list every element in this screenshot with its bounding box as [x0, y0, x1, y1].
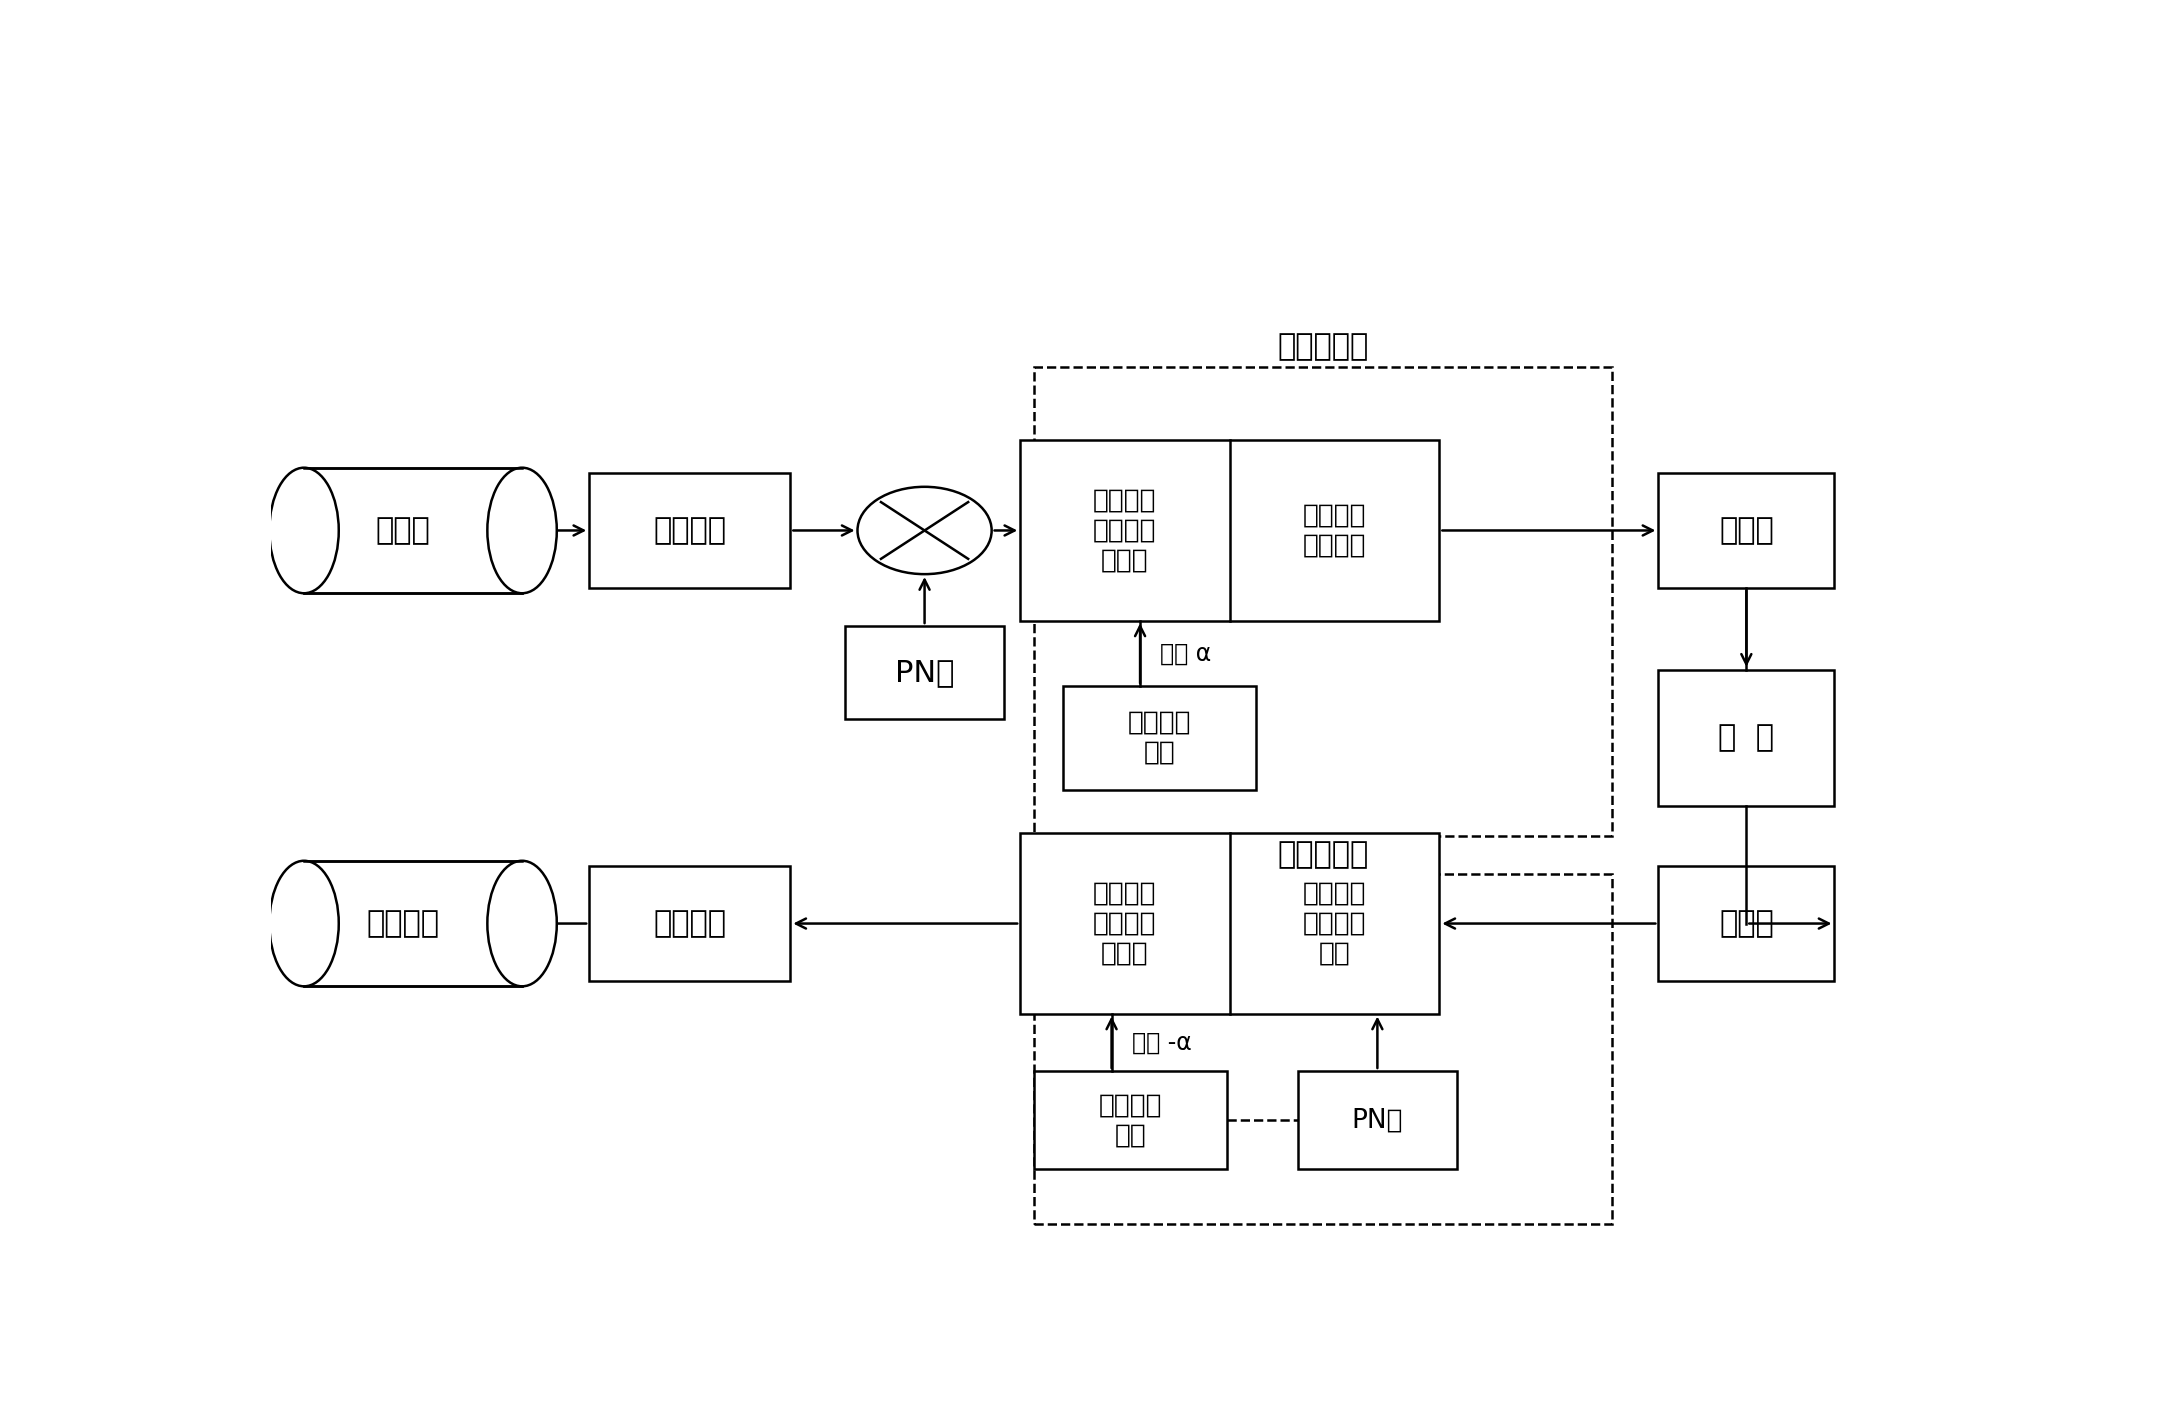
Text: 四项加权
分数傅立
叶变换: 四项加权 分数傅立 叶变换	[1093, 488, 1158, 573]
Text: 数字载波
调制模块: 数字载波 调制模块	[1303, 502, 1365, 559]
FancyBboxPatch shape	[1019, 441, 1439, 621]
FancyBboxPatch shape	[1034, 875, 1612, 1224]
Polygon shape	[303, 861, 522, 987]
Text: PN源: PN源	[896, 658, 954, 686]
Text: PN源: PN源	[1352, 1107, 1402, 1133]
Text: 动态参数
选择: 动态参数 选择	[1127, 710, 1190, 766]
Circle shape	[857, 486, 991, 574]
Text: 正变换模块: 正变换模块	[1277, 332, 1368, 362]
FancyBboxPatch shape	[844, 625, 1004, 719]
FancyBboxPatch shape	[1658, 866, 1835, 981]
FancyBboxPatch shape	[589, 866, 790, 981]
Ellipse shape	[487, 468, 556, 593]
Text: 数字解调: 数字解调	[654, 909, 727, 939]
Text: 数据处理: 数据处理	[366, 909, 439, 939]
Ellipse shape	[268, 861, 340, 987]
Text: 动态参数
选择: 动态参数 选择	[1099, 1092, 1162, 1149]
Ellipse shape	[268, 468, 340, 593]
FancyBboxPatch shape	[589, 474, 790, 588]
Text: 下变频: 下变频	[1718, 909, 1774, 939]
Text: 上变频: 上变频	[1718, 516, 1774, 545]
Text: 数字调制: 数字调制	[654, 516, 727, 545]
Text: 参数 α: 参数 α	[1160, 641, 1212, 665]
FancyBboxPatch shape	[1658, 474, 1835, 588]
FancyBboxPatch shape	[1034, 367, 1612, 837]
FancyBboxPatch shape	[1658, 669, 1835, 807]
FancyBboxPatch shape	[1019, 834, 1439, 1014]
FancyBboxPatch shape	[1063, 686, 1255, 790]
Text: 四项加权
分数傅立
叶变换: 四项加权 分数傅立 叶变换	[1093, 881, 1158, 967]
Text: 数字载波
相干解调
模块: 数字载波 相干解调 模块	[1303, 881, 1365, 967]
Ellipse shape	[487, 861, 556, 987]
FancyBboxPatch shape	[1298, 1071, 1456, 1170]
Text: 反变换模块: 反变换模块	[1277, 839, 1368, 869]
Text: 数据源: 数据源	[374, 516, 431, 545]
FancyBboxPatch shape	[1034, 1071, 1227, 1170]
Text: 参数 -α: 参数 -α	[1132, 1031, 1192, 1055]
Text: 信  道: 信 道	[1718, 723, 1774, 753]
Polygon shape	[303, 468, 522, 593]
